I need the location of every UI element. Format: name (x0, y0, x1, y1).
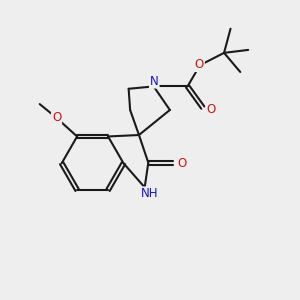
Text: NH: NH (141, 188, 159, 200)
Text: O: O (52, 111, 61, 124)
Text: N: N (150, 75, 159, 88)
Text: O: O (177, 157, 186, 170)
Text: O: O (195, 58, 204, 71)
Text: O: O (206, 103, 216, 116)
